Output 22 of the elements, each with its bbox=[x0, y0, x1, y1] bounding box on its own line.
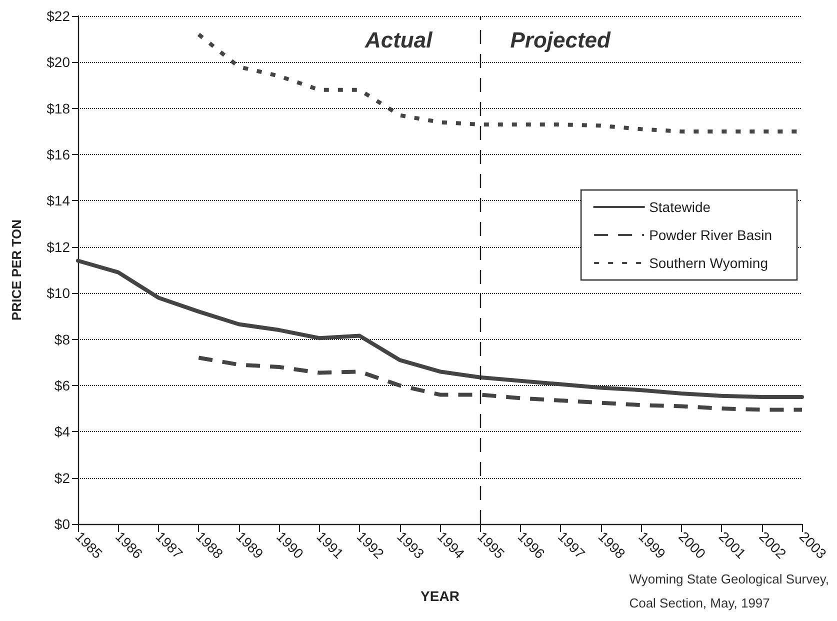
legend-label: Statewide bbox=[649, 199, 711, 215]
y-tick-label: $4 bbox=[54, 424, 70, 440]
y-axis-title: PRICE PER TON bbox=[9, 220, 24, 320]
y-tick-label: $16 bbox=[46, 146, 70, 163]
x-axis-title: YEAR bbox=[420, 588, 460, 604]
legend-label: Powder River Basin bbox=[649, 227, 772, 243]
line-series bbox=[76, 258, 804, 399]
y-tick-label: $18 bbox=[46, 100, 70, 116]
y-tick-label: $6 bbox=[54, 377, 70, 394]
line-series bbox=[196, 356, 804, 412]
text: Wyoming State Geological Survey, Coal Section, May, 1997 bbox=[629, 572, 830, 610]
y-tick-label: $14 bbox=[46, 192, 70, 209]
y-tick-label: $8 bbox=[54, 331, 70, 348]
y-tick-label: $22 bbox=[46, 8, 70, 24]
y-tick-label: $12 bbox=[46, 238, 70, 255]
y-tick-label: $0 bbox=[54, 516, 70, 532]
annotation: Projected bbox=[510, 28, 612, 52]
y-tick-label: $10 bbox=[46, 285, 70, 302]
y-tick-label: $20 bbox=[46, 54, 70, 70]
legend-label: Southern Wyoming bbox=[649, 255, 768, 271]
y-tick-label: $2 bbox=[54, 470, 70, 486]
annotation: Actual bbox=[364, 28, 434, 52]
